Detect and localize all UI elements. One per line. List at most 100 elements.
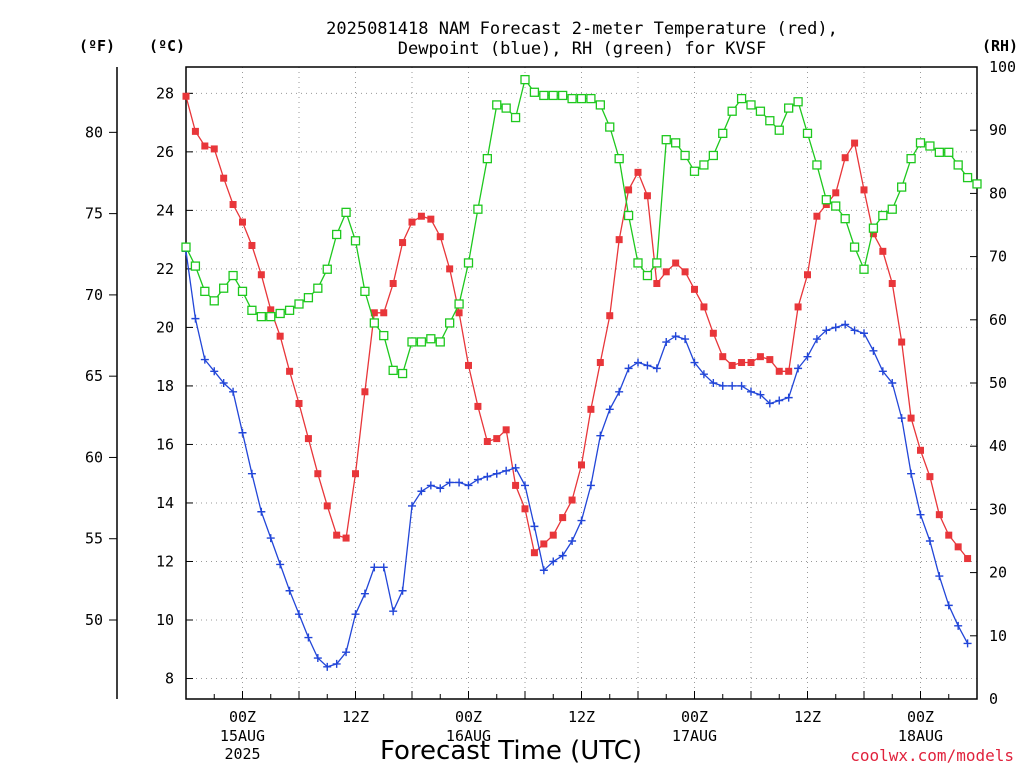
rh-point xyxy=(934,147,944,157)
temperature-point xyxy=(267,306,275,314)
dewpoint-point xyxy=(200,355,209,364)
temperature-point xyxy=(945,531,953,539)
rh-tick-label: 20 xyxy=(989,564,1007,582)
chart-subtitle: Dewpoint (blue), RH (green) for KVSF xyxy=(398,39,766,59)
rh-point xyxy=(567,93,577,104)
dewpoint-point xyxy=(794,364,803,373)
temperature-point xyxy=(860,186,868,194)
temperature-point xyxy=(869,230,877,238)
rh-point xyxy=(793,97,803,107)
fahrenheit-tick-label: 65 xyxy=(85,367,103,385)
rh-point xyxy=(878,210,888,221)
celsius-tick-label: 14 xyxy=(156,494,174,512)
dewpoint-point xyxy=(643,361,652,370)
fahrenheit-tick-label: 70 xyxy=(85,286,103,304)
rh-point xyxy=(944,147,954,157)
rh-point xyxy=(821,195,831,205)
rh-point xyxy=(501,103,511,113)
dewpoint-point xyxy=(671,332,680,341)
temperature-point xyxy=(935,511,943,519)
rh-point xyxy=(228,270,238,281)
rh-point xyxy=(812,160,822,170)
temperature-point xyxy=(634,168,642,176)
temperature-point xyxy=(587,405,595,413)
dewpoint-point xyxy=(709,379,718,387)
temperature-point xyxy=(917,446,924,454)
rh-point xyxy=(633,258,643,268)
celsius-tick-label: 10 xyxy=(156,611,174,629)
dewpoint-point xyxy=(747,387,755,396)
rh-point xyxy=(388,365,398,376)
rh-tick-label: 90 xyxy=(989,121,1007,139)
dewpoint-point xyxy=(436,484,445,493)
dewpoint-point xyxy=(342,648,351,657)
temperature-point xyxy=(352,470,359,478)
temperature-point xyxy=(512,481,520,489)
x-tick-label: 12Z xyxy=(342,708,369,726)
dewpoint-point xyxy=(756,390,765,399)
celsius-tick-label: 18 xyxy=(156,377,174,395)
temperature-point xyxy=(756,353,764,361)
dewpoint-point xyxy=(681,335,690,344)
dewpoint-point xyxy=(963,639,972,648)
dewpoint-point xyxy=(502,466,511,475)
temperature-point xyxy=(672,259,680,267)
dewpoint-point xyxy=(784,393,793,402)
dewpoint-point xyxy=(615,387,624,396)
rh-point xyxy=(765,116,775,126)
dewpoint-point xyxy=(850,326,859,335)
rh-point xyxy=(492,100,502,110)
temperature-point xyxy=(964,555,972,563)
rh-point xyxy=(416,337,427,347)
rh-point xyxy=(181,242,191,252)
x-tick-date-label: 16AUG xyxy=(446,727,491,745)
dewpoint-point xyxy=(803,352,812,361)
temperature-point xyxy=(691,285,698,293)
dewpoint-point xyxy=(304,633,313,642)
rh-point xyxy=(445,318,455,328)
fahrenheit-tick-label: 60 xyxy=(85,448,103,466)
dewpoint-point xyxy=(257,507,266,516)
rh-tick-label: 50 xyxy=(989,374,1007,392)
rh-line xyxy=(185,78,978,375)
temperature-point xyxy=(615,236,623,244)
rh-point xyxy=(746,100,756,110)
temperature-point xyxy=(794,303,802,311)
dewpoint-point xyxy=(690,358,699,367)
temperature-point xyxy=(304,435,312,443)
dewpoint-point xyxy=(822,326,831,335)
rh-point xyxy=(642,270,653,281)
temperature-line xyxy=(185,96,969,560)
temperature-point xyxy=(333,531,341,539)
rh-point xyxy=(266,311,276,322)
rh-point xyxy=(397,368,408,379)
rh-point xyxy=(529,87,540,97)
rh-tick-label: 10 xyxy=(989,627,1007,645)
temperature-point xyxy=(427,215,435,223)
dewpoint-point xyxy=(812,335,821,344)
rh-tick-label: 100 xyxy=(989,58,1016,76)
dewpoint-point xyxy=(323,662,332,671)
rh-point xyxy=(294,299,304,309)
temperature-point xyxy=(380,309,388,317)
dewpoint-point xyxy=(247,469,256,478)
credit-text: coolwx.com/models xyxy=(850,746,1014,765)
temperature-point xyxy=(643,192,651,200)
dewpoint-point xyxy=(549,557,558,566)
dewpoint-point xyxy=(332,659,341,668)
dewpoint-point xyxy=(219,379,228,387)
rh-tick-label: 80 xyxy=(989,184,1007,202)
dewpoint-point xyxy=(577,516,586,525)
temperature-point xyxy=(436,233,444,241)
dewpoint-point xyxy=(860,329,868,338)
temperature-point xyxy=(813,212,821,220)
dewpoint-point xyxy=(473,475,482,484)
temperature-point xyxy=(898,338,906,346)
rh-point xyxy=(962,172,973,183)
rh-point xyxy=(727,106,737,116)
chart-title: 2025081418 NAM Forecast 2-meter Temperat… xyxy=(326,19,838,39)
rh-point xyxy=(576,93,587,104)
celsius-tick-label: 8 xyxy=(165,670,174,688)
temperature-point xyxy=(700,303,708,311)
temperature-point xyxy=(625,186,633,194)
